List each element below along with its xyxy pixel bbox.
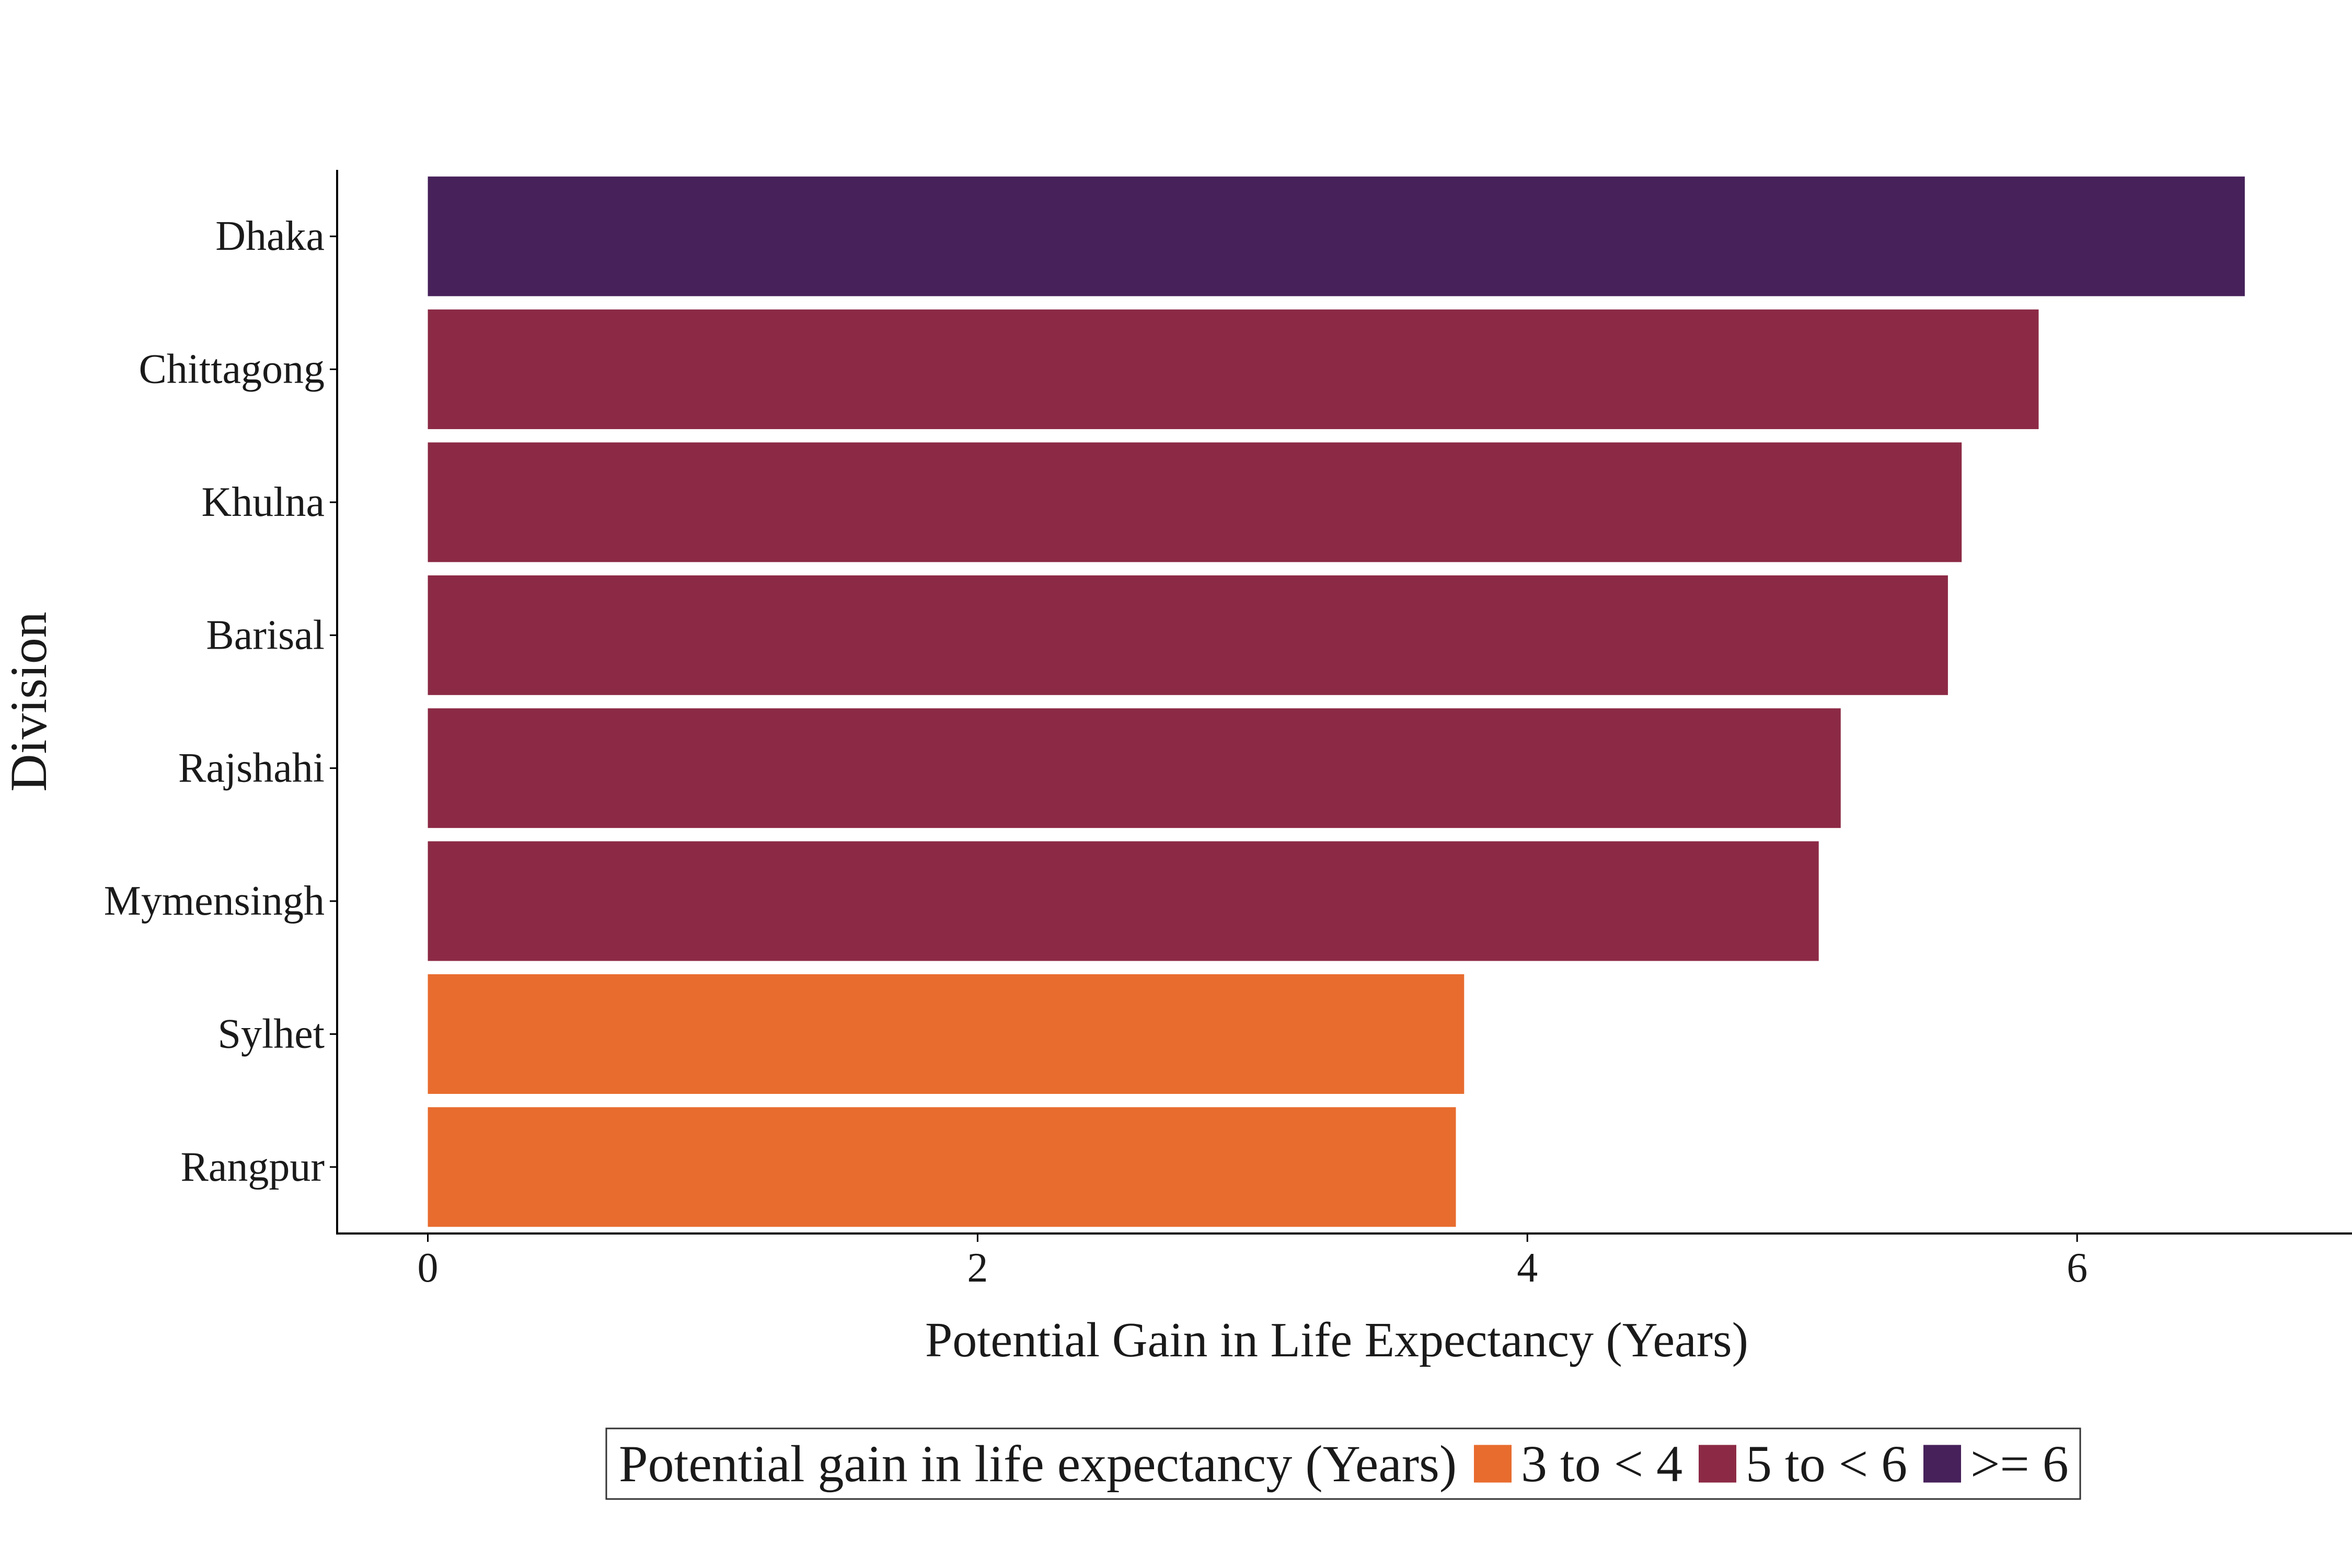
- legend: Potential gain in life expectancy (Years…: [605, 1427, 2081, 1500]
- x-tick-label-0: 0: [418, 1245, 439, 1291]
- y-tick-label-rangpur: Rangpur: [180, 1144, 325, 1190]
- y-tick-label-chittagong: Chittagong: [139, 347, 325, 393]
- y-axis-label: Division: [0, 612, 57, 791]
- x-tick-label-2: 2: [967, 1245, 988, 1291]
- x-axis-label: Potential Gain in Life Expectancy (Years…: [925, 1313, 1748, 1367]
- y-tick-label-rajshahi: Rajshahi: [178, 745, 325, 791]
- legend-swatch-1: [1474, 1445, 1512, 1483]
- legend-entries: 3 to < 4 5 to < 6 >= 6: [1474, 1435, 2069, 1493]
- bar-dhaka: [428, 176, 2245, 296]
- bars-group: [428, 176, 2245, 1227]
- y-tick-label-dhaka: Dhaka: [215, 213, 325, 259]
- legend-title: Potential gain in life expectancy (Years…: [619, 1435, 1457, 1493]
- x-tick-label-4: 4: [1517, 1245, 1538, 1291]
- legend-label-1: 3 to < 4: [1521, 1435, 1682, 1493]
- legend-swatch-3: [1923, 1445, 1961, 1483]
- y-tick-label-sylhet: Sylhet: [218, 1011, 325, 1057]
- y-tick-label-mymensingh: Mymensingh: [104, 878, 325, 924]
- bar-sylhet: [428, 974, 1465, 1094]
- legend-label-2: 5 to < 6: [1746, 1435, 1907, 1493]
- legend-swatch-2: [1699, 1445, 1736, 1483]
- y-tick-label-khulna: Khulna: [201, 479, 325, 525]
- bar-mymensingh: [428, 841, 1819, 961]
- bar-barisal: [428, 575, 1948, 695]
- legend-box: [605, 1427, 2081, 1500]
- y-tick-label-barisal: Barisal: [206, 612, 325, 658]
- bar-chittagong: [428, 309, 2039, 430]
- bar-rajshahi: [428, 708, 1841, 828]
- y-axis-ticks: Dhaka Chittagong Khulna Barisal Rajshahi Myme…: [104, 213, 337, 1190]
- legend-label-3: >= 6: [1970, 1435, 2069, 1493]
- x-axis-ticks: 0 2 4 6: [418, 1233, 2088, 1291]
- bar-rangpur: [428, 1107, 1456, 1227]
- bar-khulna: [428, 442, 1962, 562]
- x-tick-label-6: 6: [2067, 1245, 2088, 1291]
